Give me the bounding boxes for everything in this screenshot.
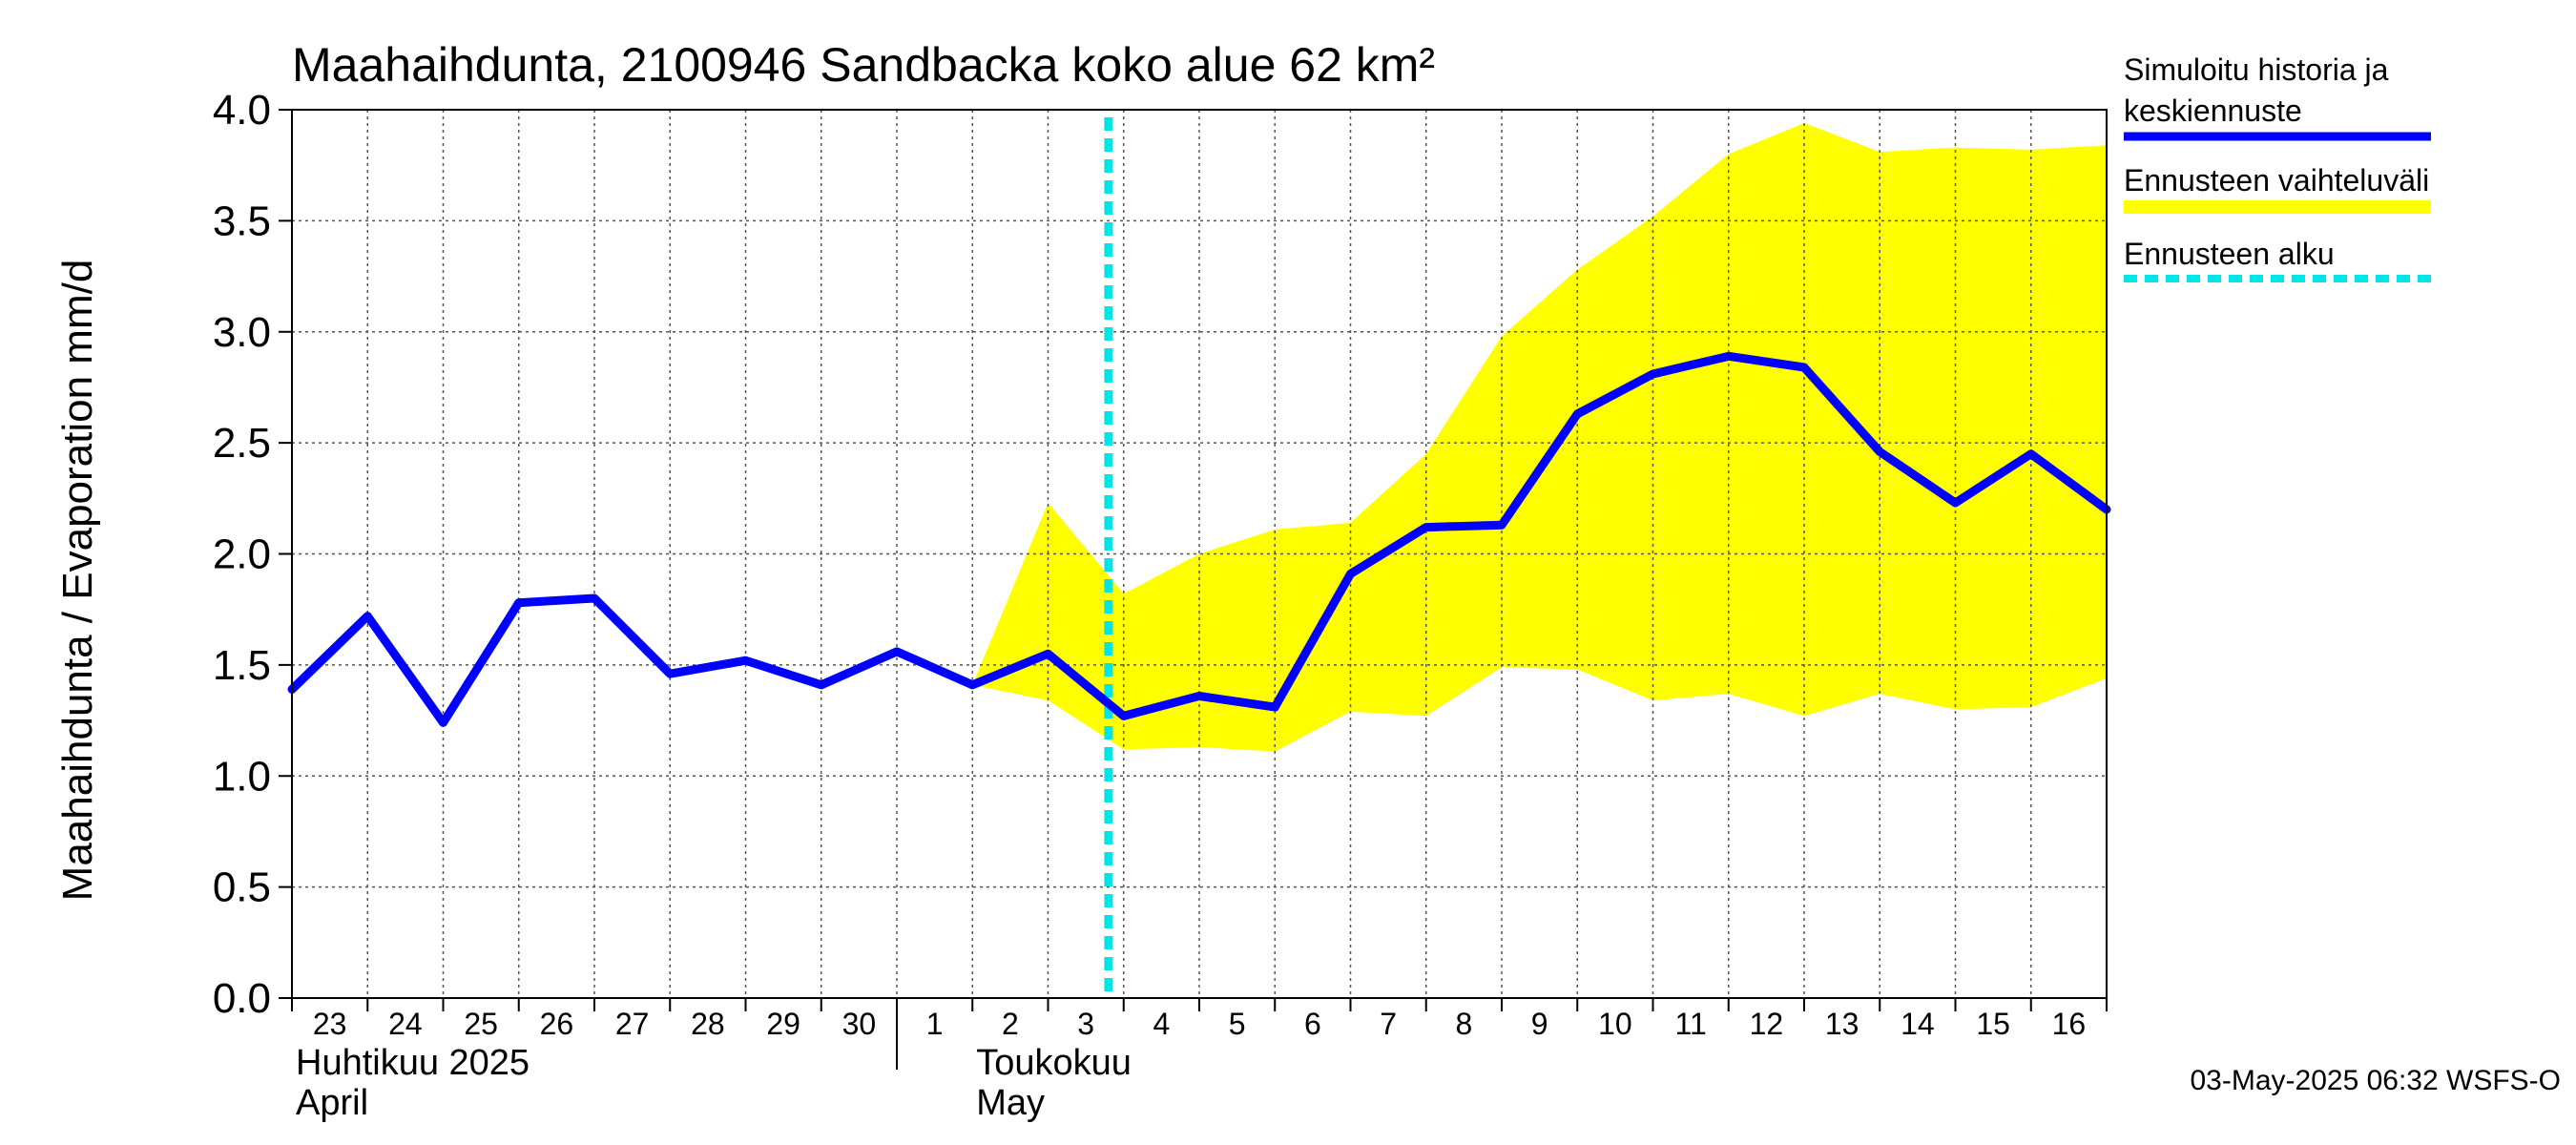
month-label-line1: Huhtikuu 2025 <box>296 1043 530 1083</box>
series-point <box>1499 522 1505 529</box>
legend-swatch-range <box>2124 200 2431 214</box>
legend-label-simulated-line1: Simuloitu historia ja <box>2124 52 2389 87</box>
x-tick-label: 30 <box>842 1007 877 1041</box>
x-tick-label: 3 <box>1077 1007 1094 1041</box>
legend: Simuloitu historia ja keskiennuste Ennuste… <box>2124 52 2431 282</box>
x-tick-label: 13 <box>1825 1007 1859 1041</box>
legend-label-range: Ennusteen vaihteluväli <box>2124 163 2429 198</box>
series-point <box>515 599 522 606</box>
y-axis-ticks: 0.0 0.5 1.0 1.5 2.0 2.5 3.0 3.5 4.0 <box>213 87 292 1022</box>
series-point <box>742 657 749 664</box>
series-point <box>667 671 674 677</box>
series-point <box>1347 571 1354 577</box>
x-axis-ticks: 23 24 25 26 27 28 29 30 1 2 3 4 5 6 7 8 9 10 11 12 13 14 15 16 <box>291 998 2108 1041</box>
series-point <box>969 681 976 688</box>
x-tick-label: 26 <box>540 1007 574 1041</box>
x-tick-label: 28 <box>691 1007 725 1041</box>
month-label-line2: April <box>296 1083 368 1123</box>
x-tick-label: 10 <box>1598 1007 1632 1041</box>
y-tick-label: 2.5 <box>213 420 271 467</box>
series-point <box>818 681 824 688</box>
y-tick-label: 1.5 <box>213 642 271 689</box>
series-point <box>1272 704 1278 711</box>
series-point <box>364 613 371 619</box>
month-label-line1: Toukokuu <box>976 1043 1132 1083</box>
y-tick-label: 3.5 <box>213 198 271 244</box>
series-point <box>2027 450 2034 457</box>
y-tick-label: 2.0 <box>213 531 271 578</box>
x-tick-label: 29 <box>766 1007 800 1041</box>
month-label-line2: May <box>976 1083 1045 1123</box>
series-point <box>1196 693 1202 699</box>
series-point <box>1574 410 1581 417</box>
series-point <box>1725 353 1732 360</box>
x-tick-label: 14 <box>1901 1007 1935 1041</box>
x-tick-label: 23 <box>313 1007 347 1041</box>
series-point <box>1650 370 1656 377</box>
x-tick-label: 8 <box>1455 1007 1472 1041</box>
y-tick-label: 0.5 <box>213 864 271 911</box>
y-tick-label: 3.0 <box>213 309 271 356</box>
x-tick-label: 27 <box>615 1007 650 1041</box>
x-tick-label: 6 <box>1304 1007 1321 1041</box>
footer-timestamp: 03-May-2025 06:32 WSFS-O <box>2191 1065 2562 1096</box>
series-point <box>1801 364 1807 370</box>
x-tick-label: 11 <box>1675 1007 1707 1041</box>
x-tick-label: 1 <box>926 1007 944 1041</box>
series-point <box>440 719 447 726</box>
chart-title: Maahaihdunta, 2100946 Sandbacka koko alu… <box>292 38 1435 92</box>
x-tick-label: 16 <box>2052 1007 2087 1041</box>
x-tick-label: 4 <box>1153 1007 1170 1041</box>
series-point <box>1423 524 1429 531</box>
legend-label-simulated-line2: keskiennuste <box>2124 94 2302 128</box>
grid-lines <box>292 110 2107 998</box>
y-axis-label: Maahaihdunta / Evaporation mm/d <box>54 260 101 902</box>
y-tick-label: 1.0 <box>213 753 271 800</box>
legend-label-forecast-start: Ennusteen alku <box>2124 237 2335 271</box>
x-tick-label: 5 <box>1229 1007 1246 1041</box>
series-point <box>1045 651 1051 657</box>
x-tick-label: 2 <box>1002 1007 1019 1041</box>
series-point <box>592 595 597 602</box>
series-point <box>1120 713 1127 719</box>
y-tick-label: 4.0 <box>213 87 271 134</box>
x-tick-label: 9 <box>1531 1007 1548 1041</box>
x-tick-label: 7 <box>1380 1007 1397 1041</box>
series-point <box>894 648 900 655</box>
forecast-range-band <box>972 122 2107 752</box>
forecast-band-area <box>972 122 2107 752</box>
x-tick-label: 25 <box>464 1007 498 1041</box>
series-point <box>1877 448 1883 455</box>
x-tick-label: 24 <box>388 1007 423 1041</box>
x-tick-label: 15 <box>1976 1007 2010 1041</box>
y-tick-label: 0.0 <box>213 975 271 1022</box>
series-point <box>1952 499 1959 506</box>
x-tick-label: 12 <box>1750 1007 1784 1041</box>
